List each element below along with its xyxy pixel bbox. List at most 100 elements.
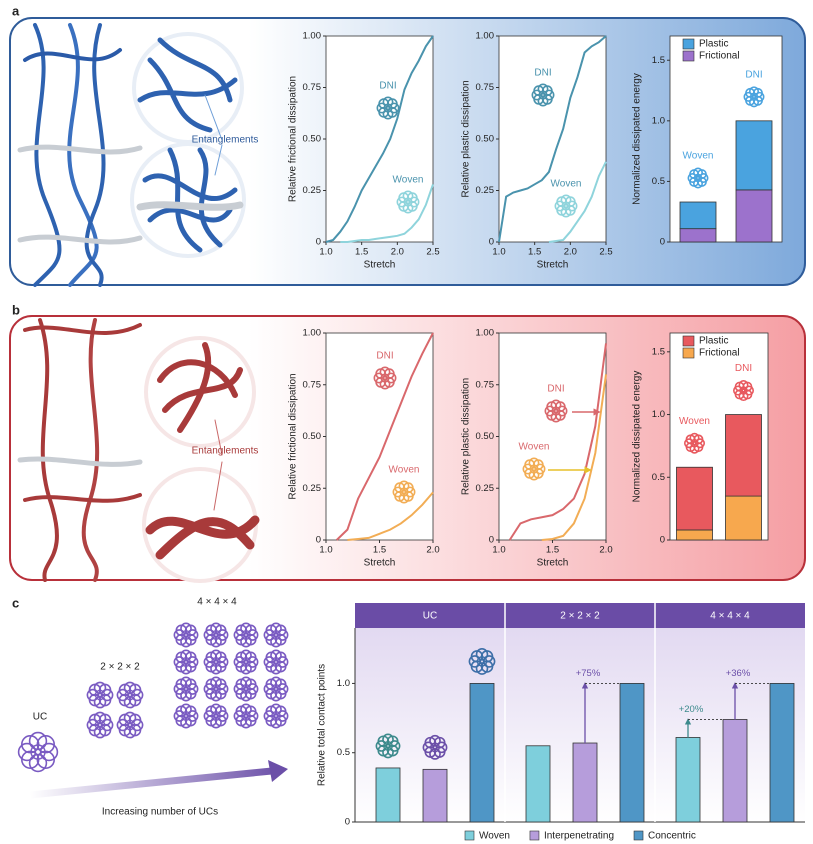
molecule-icon [743,86,765,108]
x-tick-label: 1.0 [492,247,505,258]
molecule-icon [392,480,416,504]
molecule-icon [263,649,289,675]
y-tick-label: 0.25 [303,483,322,494]
molecule-icon [233,676,259,702]
molecule-icon [468,648,496,675]
series-label: Woven [393,175,424,186]
x-tick-label: 1.0 [319,247,332,258]
molecule-loop [17,742,37,762]
molecule-loop [28,731,48,751]
plot-area [325,35,434,243]
x-tick-label: 2.0 [564,247,577,258]
molecule-core [430,742,440,753]
molecule-icon [544,399,568,423]
y-tick-label: 0 [660,237,665,248]
molecule-core [271,657,281,667]
legend-label: Concentric [648,831,696,842]
series-label: DNI [379,81,396,92]
molecule-icon [203,703,229,729]
y-tick-label: 0.50 [303,431,322,442]
molecule-core [241,711,251,721]
series-label: Woven [519,442,550,453]
molecule-core [476,656,488,667]
molecule-core [529,464,539,474]
y-tick-label: 0 [345,817,350,828]
molecule-loop [21,750,40,769]
panel-label: b [12,302,20,317]
molecule-icon [554,194,578,218]
molecule-core [739,386,748,395]
y-tick-label: 0.5 [652,472,665,483]
y-tick-label: 1.00 [303,328,322,339]
line-series [548,161,607,243]
series-label: DNI [547,384,564,395]
molecule-icon [522,457,546,481]
molecule-icon [233,703,259,729]
line-series [336,332,434,541]
bar [675,737,701,823]
bar [769,683,795,823]
y-tick-label: 0 [316,237,321,248]
bar [469,683,495,823]
arrow-label: Increasing number of UCs [102,807,218,818]
series-label: DNI [376,351,393,362]
bar [525,745,551,823]
y-tick-label: 0.75 [303,379,322,390]
line-series [541,374,607,541]
molecule-core [30,744,46,760]
y-tick-label: 0 [316,535,321,546]
y-tick-label: 0.50 [303,134,322,145]
x-tick-label: 1.5 [373,545,386,556]
y-tick-label: 1.00 [476,31,495,42]
molecule-core [271,630,281,640]
molecule-icon [203,622,229,648]
y-tick-label: 0.25 [476,185,495,196]
y-tick-label: 1.00 [476,328,495,339]
molecule-icon [86,711,114,739]
molecule-loop [36,750,55,769]
illustration-b [17,318,260,583]
molecule-icon [173,649,199,675]
x-axis-label: Stretch [364,260,396,271]
annotation: +36% [726,668,751,679]
molecule-icon [86,681,114,709]
unit-cell-label: 2 × 2 × 2 [100,662,140,673]
arrow [29,766,283,799]
legend-swatch [682,347,695,359]
category-label: Woven [683,151,714,162]
y-axis-label: Relative frictional dissipation [288,76,299,202]
molecule-icon [263,703,289,729]
molecule-icon [422,734,448,760]
molecule-icon [17,731,59,773]
line-series [340,183,434,243]
molecule-icon [173,622,199,648]
molecule-icon [376,96,400,120]
legend-label: Interpenetrating [544,831,614,842]
annotation: +75% [576,668,601,679]
bar-segment [679,228,717,243]
bar-segment [679,201,717,230]
legend-swatch [464,830,475,841]
molecule-icon [116,711,144,739]
legend-swatch [633,830,644,841]
y-tick-label: 1.0 [652,115,665,126]
y-tick-label: 1.0 [652,409,665,420]
y-tick-label: 1.00 [303,31,322,42]
unit-cell-label: 4 × 4 × 4 [197,597,237,608]
y-tick-label: 0.25 [476,483,495,494]
panel-label: a [12,3,20,18]
illustration-a [17,23,246,287]
molecule-icon [687,167,709,189]
molecule-icon [732,380,754,402]
series-label: DNI [534,68,551,79]
x-tick-label: 2.0 [426,545,439,556]
y-tick-label: 1.5 [652,55,665,66]
molecule-loop [21,735,40,754]
x-tick-label: 2.5 [426,247,439,258]
molecule-core [181,630,191,640]
molecule-icon [203,649,229,675]
molecule-core [241,657,251,667]
molecule-core [181,684,191,694]
molecule-core [124,689,136,701]
